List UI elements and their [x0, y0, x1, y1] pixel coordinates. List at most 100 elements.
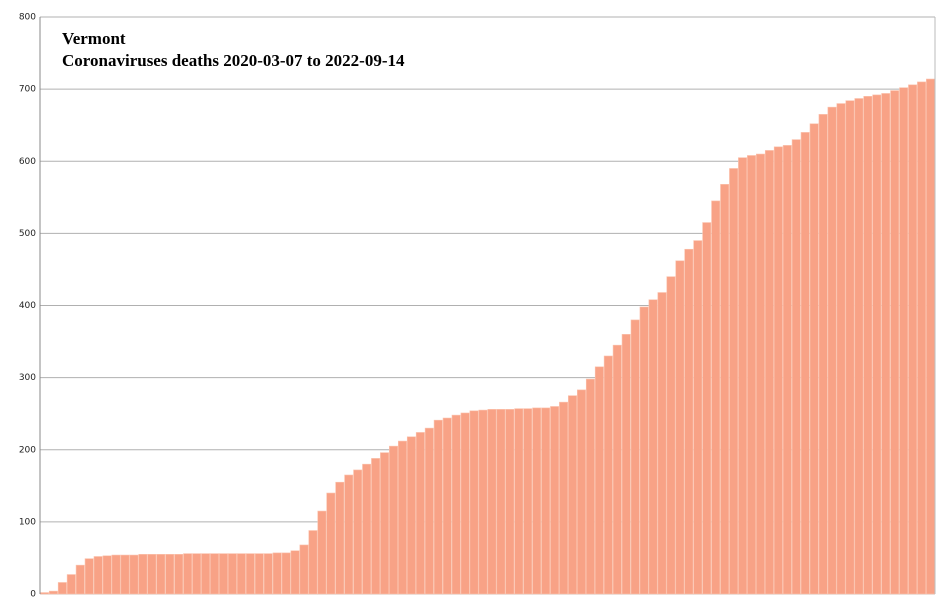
- bar: [585, 378, 595, 595]
- bar: [630, 319, 640, 595]
- bar: [308, 530, 318, 595]
- bar: [621, 334, 631, 595]
- bar: [389, 445, 399, 595]
- bar: [720, 184, 730, 595]
- bar: [496, 409, 506, 595]
- bar: [353, 469, 363, 595]
- bar: [854, 98, 864, 595]
- y-tick-label: 300: [19, 373, 36, 383]
- bar: [872, 94, 882, 595]
- bar: [281, 552, 291, 595]
- bar: [165, 554, 175, 595]
- bar: [773, 146, 783, 595]
- bar: [648, 299, 658, 595]
- bar: [460, 412, 470, 595]
- bar: [424, 427, 434, 595]
- bar: [755, 153, 765, 595]
- bar: [532, 407, 542, 595]
- bar: [693, 240, 703, 595]
- bar: [568, 395, 577, 595]
- bar: [102, 555, 112, 595]
- bar: [39, 592, 49, 595]
- bar: [326, 492, 336, 595]
- bar: [514, 408, 524, 595]
- bar: [245, 553, 255, 595]
- bar: [791, 139, 801, 595]
- bar: [111, 554, 121, 595]
- bar: [236, 553, 246, 595]
- bar: [469, 410, 479, 595]
- bar: [397, 440, 407, 595]
- bar: [711, 200, 721, 595]
- bar: [657, 292, 667, 595]
- bar: [93, 556, 103, 595]
- bar: [290, 550, 300, 595]
- y-tick-label: 100: [19, 517, 36, 527]
- bar: [57, 582, 67, 595]
- bar: [550, 406, 560, 595]
- bar: [729, 168, 739, 595]
- y-tick-label: 200: [19, 445, 36, 455]
- bar: [639, 306, 649, 595]
- bar: [926, 78, 935, 595]
- bar: [559, 401, 569, 595]
- bar: [75, 564, 85, 595]
- bar: [827, 106, 837, 595]
- bar: [272, 552, 282, 595]
- bar: [380, 452, 390, 595]
- bar: [782, 145, 792, 595]
- bar: [836, 103, 846, 595]
- bar: [764, 150, 774, 595]
- bar: [487, 409, 497, 595]
- y-tick-label: 0: [30, 590, 36, 600]
- bar: [48, 590, 58, 595]
- bar: [684, 248, 694, 595]
- bar: [899, 87, 909, 595]
- bar: [210, 553, 220, 595]
- bar: [138, 554, 148, 595]
- bar: [675, 260, 685, 595]
- bar: [800, 132, 810, 595]
- bar: [415, 432, 425, 595]
- y-tick-label: 800: [19, 13, 36, 23]
- bar: [406, 436, 416, 595]
- bar: [845, 100, 855, 595]
- bar: [541, 407, 551, 595]
- chart-title: Vermont: [62, 29, 126, 48]
- bar: [917, 81, 927, 595]
- bar: [263, 553, 273, 595]
- bar: [809, 123, 819, 595]
- bar: [219, 553, 228, 595]
- bar: [738, 157, 748, 595]
- bar: [201, 553, 211, 595]
- bar: [863, 96, 873, 595]
- bar: [818, 114, 828, 595]
- bar: [192, 553, 202, 595]
- bar: [576, 389, 586, 595]
- bar: [890, 90, 900, 595]
- bar: [451, 414, 461, 595]
- y-tick-label: 500: [19, 229, 36, 239]
- bar: [612, 344, 622, 595]
- bar: [227, 553, 237, 595]
- bar: [362, 463, 372, 595]
- y-tick-label: 700: [19, 85, 36, 95]
- y-tick-label: 600: [19, 157, 36, 167]
- bar: [747, 155, 756, 595]
- bar: [478, 409, 488, 595]
- bar: [881, 93, 891, 595]
- bar: [317, 510, 327, 595]
- bar: [183, 553, 193, 595]
- bar: [254, 553, 264, 595]
- bar: [371, 458, 381, 595]
- bar: [505, 409, 515, 595]
- bar: [129, 554, 139, 595]
- bar: [908, 84, 918, 595]
- bar: [442, 417, 452, 595]
- bar: [174, 554, 184, 595]
- bar: [523, 408, 533, 595]
- bar: [335, 481, 345, 595]
- bar: [120, 554, 130, 595]
- chart-subtitle: Coronaviruses deaths 2020-03-07 to 2022-…: [62, 51, 405, 70]
